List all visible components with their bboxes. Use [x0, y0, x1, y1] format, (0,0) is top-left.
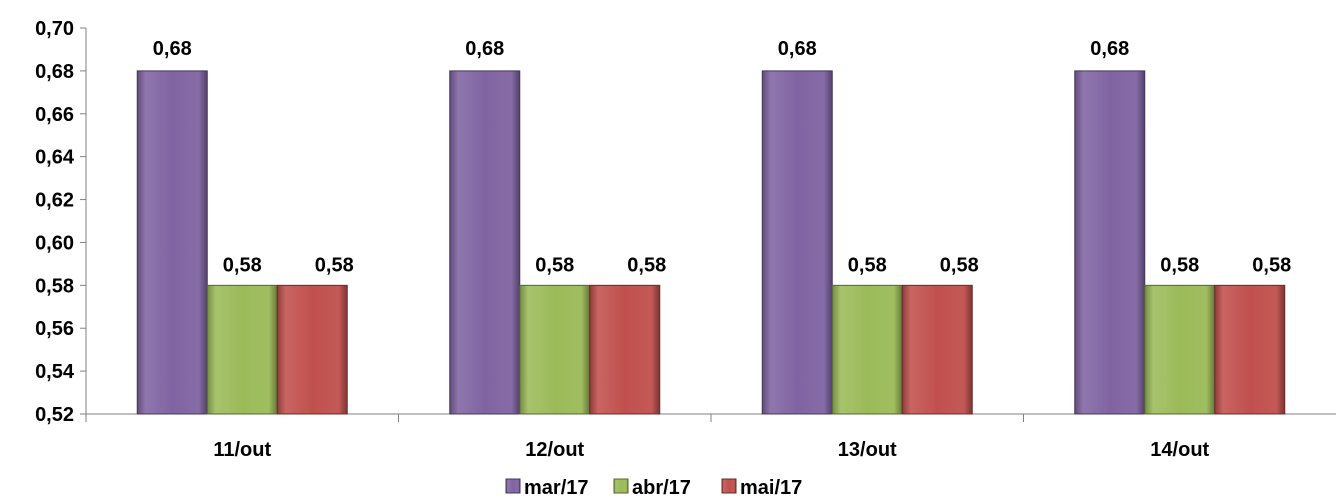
legend-label: mar/17	[524, 477, 589, 499]
bar-mai-17-13-out	[901, 284, 973, 415]
legend-swatch	[613, 478, 629, 494]
data-label: 0,58	[848, 254, 887, 276]
data-label: 0,68	[778, 38, 817, 60]
bar-mai-17-14-out	[1214, 284, 1286, 415]
x-tick-label: 13/out	[838, 439, 897, 461]
data-label: 0,58	[223, 254, 262, 276]
bar-mar-17-11-out	[136, 70, 208, 415]
y-tick-label: 0,68	[35, 61, 74, 83]
bar-mai-17-12-out	[589, 284, 661, 415]
y-tick-label: 0,62	[35, 190, 74, 212]
bar-mar-17-12-out	[449, 70, 521, 415]
x-tick-label: 14/out	[1150, 439, 1209, 461]
y-tick-label: 0,64	[35, 147, 75, 169]
bar-abr-17-12-out	[519, 284, 591, 415]
data-label: 0,58	[1160, 254, 1199, 276]
bar-mar-17-13-out	[761, 70, 833, 415]
data-label: 0,58	[1252, 254, 1291, 276]
bar-mar-17-14-out	[1074, 70, 1146, 415]
bars	[136, 70, 1286, 415]
data-label: 0,68	[153, 38, 192, 60]
bar-abr-17-11-out	[206, 284, 278, 415]
data-label: 0,58	[535, 254, 574, 276]
data-label: 0,58	[940, 254, 979, 276]
bar-abr-17-13-out	[831, 284, 903, 415]
y-tick-label: 0,66	[35, 104, 74, 126]
x-tick-label: 11/out	[213, 439, 271, 461]
bar-abr-17-14-out	[1144, 284, 1216, 415]
legend-label: mai/17	[740, 477, 802, 499]
x-axis: 11/out 12/out 13/out 14/out	[85, 413, 1336, 461]
data-label: 0,58	[315, 254, 354, 276]
data-label: 0,58	[627, 254, 666, 276]
data-label: 0,68	[1090, 38, 1129, 60]
data-labels: 0,68 0,58 0,58 0,68 0,58 0,58 0,68 0,58 0,58 0,68…	[153, 38, 1291, 276]
data-label: 0,68	[465, 38, 504, 60]
y-tick-label: 0,60	[35, 232, 74, 254]
legend-label: abr/17	[632, 477, 691, 499]
y-axis: 0,52 0,54 0,56 0,58 0,60 0,62 0,64 0,66 0,68 0,70	[35, 18, 87, 426]
y-tick-label: 0,52	[35, 404, 74, 426]
bar-mai-17-11-out	[276, 284, 348, 415]
legend-swatch	[721, 478, 737, 494]
y-tick-label: 0,56	[35, 318, 74, 340]
y-tick-label: 0,70	[35, 18, 74, 40]
y-tick-label: 0,54	[35, 361, 75, 383]
legend-swatch	[505, 478, 521, 494]
y-tick-label: 0,58	[35, 275, 74, 297]
x-tick-label: 12/out	[525, 439, 584, 461]
legend: mar/17 abr/17 mai/17	[505, 477, 802, 499]
